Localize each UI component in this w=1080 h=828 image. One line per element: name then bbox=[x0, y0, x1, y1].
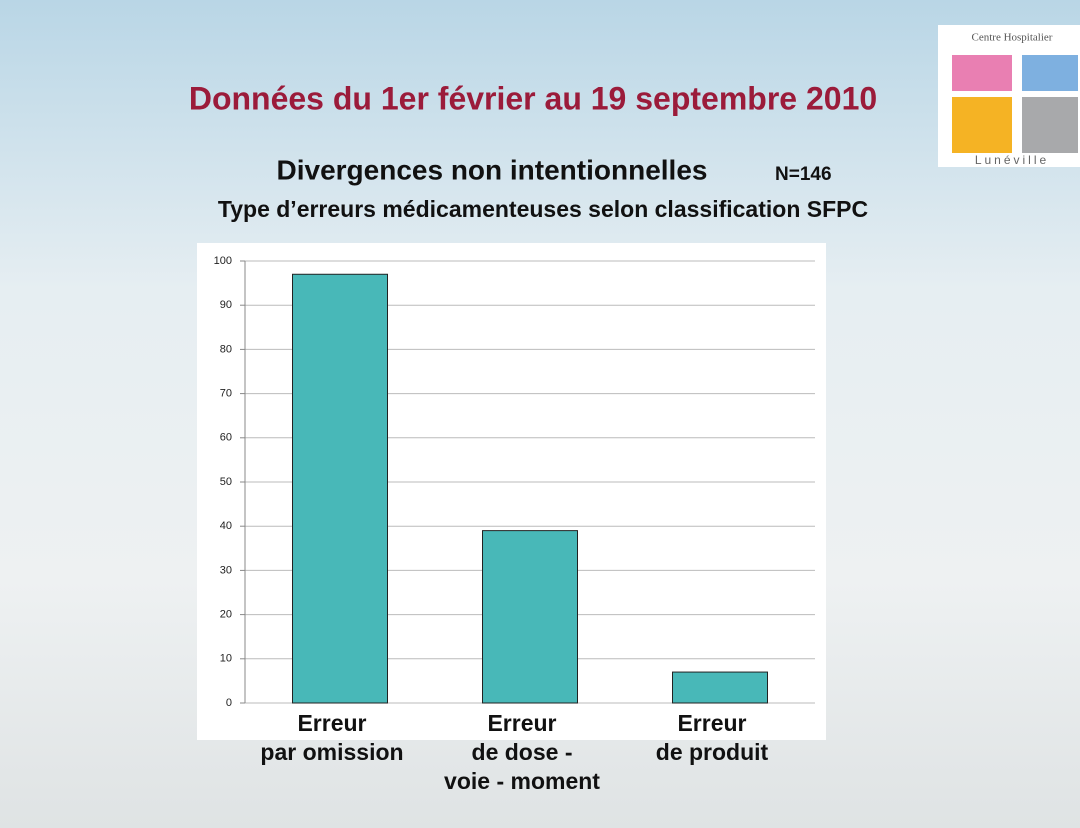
bar bbox=[483, 531, 578, 703]
logo-square bbox=[952, 55, 1012, 91]
chart-note: N=146 bbox=[775, 164, 832, 185]
y-tick-label: 80 bbox=[220, 343, 232, 355]
y-tick-label: 100 bbox=[214, 255, 232, 267]
logo-square bbox=[952, 97, 1012, 153]
y-tick-label: 20 bbox=[220, 609, 232, 621]
y-tick-label: 50 bbox=[220, 476, 232, 488]
y-tick-label: 30 bbox=[220, 564, 232, 576]
x-tick-label: Erreur de produit bbox=[612, 709, 812, 767]
bar bbox=[673, 672, 768, 703]
logo-square bbox=[1022, 97, 1078, 153]
y-tick-label: 70 bbox=[220, 388, 232, 400]
y-tick-label: 10 bbox=[220, 653, 232, 665]
slide: Centre Hospitalier Lunéville Données du … bbox=[0, 0, 1080, 828]
chart: Centre Hospitalier Lunéville Données du … bbox=[0, 0, 1080, 828]
bar bbox=[293, 274, 388, 703]
y-tick-label: 90 bbox=[220, 299, 232, 311]
logo-square bbox=[1022, 55, 1078, 91]
chart-subtitle: Type d’erreurs médicamenteuses selon cla… bbox=[218, 196, 868, 222]
x-tick-label: Erreur de dose - voie - moment bbox=[422, 709, 622, 796]
y-tick-label: 60 bbox=[220, 432, 232, 444]
slide-title: Données du 1er février au 19 septembre 2… bbox=[189, 80, 877, 116]
y-tick-label: 0 bbox=[226, 697, 232, 709]
y-tick-label: 40 bbox=[220, 520, 232, 532]
x-tick-label: Erreur par omission bbox=[232, 709, 432, 767]
chart-title: Divergences non intentionnelles bbox=[277, 154, 708, 185]
logo-text: Lunéville bbox=[975, 153, 1049, 167]
logo-text: Centre Hospitalier bbox=[972, 32, 1053, 44]
